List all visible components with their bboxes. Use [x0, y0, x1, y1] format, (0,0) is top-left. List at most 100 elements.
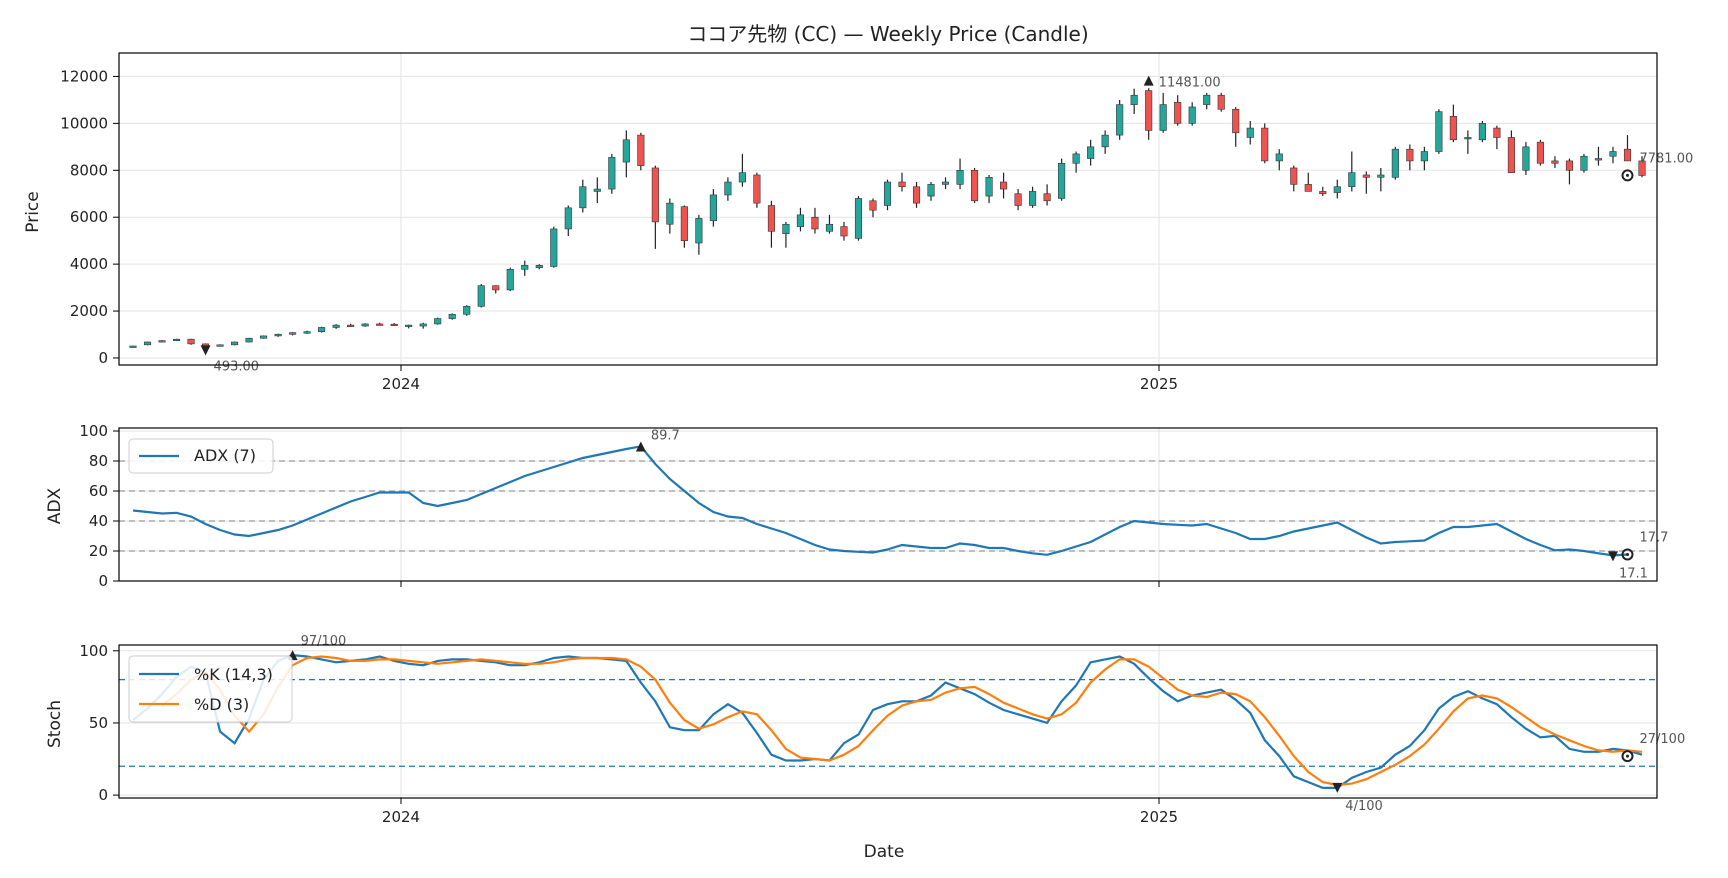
candle-body [1406, 148, 1414, 162]
candle [405, 324, 413, 329]
candle [1000, 172, 1008, 199]
candle [448, 313, 456, 320]
candle [1232, 106, 1240, 147]
candle [289, 332, 297, 336]
x-tick-label: 2025 [1140, 375, 1178, 393]
adx-min-marker [1607, 551, 1618, 562]
candle-body [1058, 162, 1066, 199]
candle [1275, 149, 1283, 171]
adx-max-label: 89.7 [651, 428, 680, 443]
candle-body [1290, 167, 1298, 185]
candle-body [1638, 160, 1646, 176]
price-panel: 11481.00 493.00 7781.00 0 2000 4000 6000 8000 1… [23, 52, 1693, 393]
candle-body [477, 285, 485, 307]
candle-body [1217, 94, 1225, 110]
stoch-legend: %K (14,3) %D (3) [128, 655, 293, 723]
candle-body [1261, 127, 1269, 162]
candle [971, 167, 979, 204]
candle [666, 198, 674, 234]
candle [390, 323, 398, 327]
candle-body [1275, 153, 1283, 162]
candle [1101, 130, 1109, 154]
candle [1536, 139, 1544, 166]
candle [1580, 153, 1588, 173]
candle-body [492, 285, 500, 291]
candle-body [912, 186, 921, 204]
candle-body [869, 200, 877, 211]
adx-panel: 89.7 17.1 17.7 0 20 40 60 80 100 ADX ADX (7) [45, 422, 1668, 590]
candle [622, 130, 630, 178]
adx-last-label: 17.7 [1639, 530, 1668, 545]
candle [187, 338, 195, 345]
candle [1217, 92, 1225, 112]
candle [709, 189, 717, 227]
candle [1406, 144, 1414, 171]
candle-body [579, 186, 587, 209]
stoch-last-marker [1621, 750, 1634, 763]
candle [1246, 121, 1254, 145]
y-tick-label: 0 [98, 349, 108, 367]
candle-body [883, 181, 892, 206]
candle [376, 322, 384, 326]
candle-body [1565, 160, 1574, 171]
candle-body [405, 324, 413, 327]
stoch-legend-label: %K (14,3) [194, 665, 273, 684]
candle-body [1391, 148, 1399, 178]
candle [463, 305, 471, 316]
candle-body [1000, 181, 1008, 190]
candle-body [956, 169, 964, 185]
candle [1290, 165, 1298, 192]
price-axes-frame [118, 52, 1658, 366]
candle-body [1072, 153, 1080, 164]
candle-body [1536, 141, 1544, 164]
candle-body [1551, 160, 1559, 164]
candle-body [521, 265, 529, 270]
y-tick-label: 4000 [70, 255, 108, 273]
candle [941, 177, 950, 190]
candle-body [1435, 111, 1443, 152]
candle-body [898, 181, 906, 188]
candle [535, 264, 543, 270]
candle [245, 337, 253, 343]
price-last-label: 7781.00 [1639, 151, 1693, 166]
candle [840, 221, 848, 241]
candle-body [390, 323, 398, 326]
candle-body [1188, 106, 1196, 124]
candle [753, 172, 761, 208]
candle-body [753, 174, 761, 204]
candle-body [564, 207, 572, 230]
candle [695, 214, 703, 255]
candle [216, 344, 224, 347]
candle [1072, 151, 1080, 173]
candle-body [796, 214, 804, 227]
candle [956, 158, 964, 190]
candle [869, 198, 877, 218]
candle [521, 260, 529, 276]
candle [1261, 123, 1269, 164]
stoch-gridlines [119, 645, 1657, 798]
candle-body [1319, 191, 1327, 195]
adx-x-ticks [400, 581, 1160, 587]
candle [796, 207, 804, 232]
candle [1319, 186, 1327, 197]
candle-body [1362, 174, 1370, 178]
candle-body [854, 198, 863, 239]
candle-body [158, 340, 166, 343]
candle [1478, 121, 1486, 143]
candle [260, 335, 268, 339]
candle [1116, 99, 1124, 140]
candle [1435, 109, 1443, 154]
candle [782, 221, 790, 248]
candle-body [1246, 127, 1254, 138]
candle-body [289, 332, 297, 335]
candle-body [361, 323, 369, 327]
candle [985, 174, 993, 204]
candle-body [506, 268, 514, 291]
candle-body [303, 331, 311, 334]
candle [898, 172, 906, 192]
candle [1333, 179, 1341, 199]
stoch-k-line [132, 653, 1643, 790]
candle-body [985, 177, 993, 197]
stoch-legend-label: %D (3) [194, 695, 249, 714]
stoch-axes-frame [118, 644, 1658, 799]
